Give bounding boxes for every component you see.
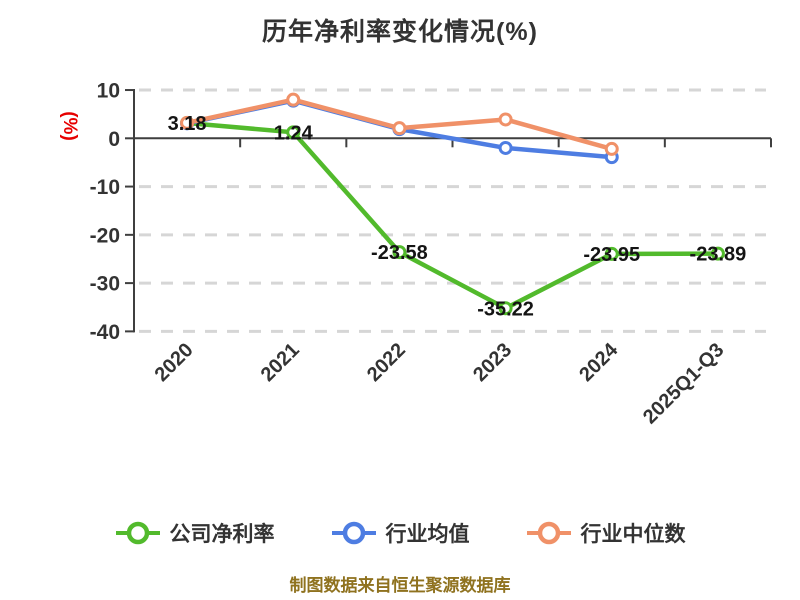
svg-text:2021: 2021 xyxy=(257,339,304,386)
svg-text:2025Q1-Q3: 2025Q1-Q3 xyxy=(639,339,728,428)
svg-text:2020: 2020 xyxy=(151,339,198,386)
svg-text:-35.22: -35.22 xyxy=(477,298,534,320)
legend-label: 行业中位数 xyxy=(580,523,686,546)
svg-text:10: 10 xyxy=(97,80,120,103)
svg-text:1.24: 1.24 xyxy=(274,122,314,144)
svg-text:0: 0 xyxy=(108,128,120,151)
legend-item-industry-mean[interactable]: 行业均值 xyxy=(331,518,470,548)
svg-text:2024: 2024 xyxy=(575,338,623,386)
legend: 公司净利率 行业均值 行业中位数 xyxy=(0,518,800,548)
svg-text:2023: 2023 xyxy=(469,339,516,386)
line-marker-icon xyxy=(331,521,376,545)
legend-label: 行业均值 xyxy=(385,523,470,546)
legend-item-company-net-margin[interactable]: 公司净利率 xyxy=(115,518,275,548)
svg-text:2022: 2022 xyxy=(363,339,410,386)
svg-text:-20: -20 xyxy=(90,224,120,247)
line-marker-icon xyxy=(526,521,571,545)
line-marker-icon xyxy=(115,521,160,545)
svg-text:-40: -40 xyxy=(90,321,120,344)
svg-text:-30: -30 xyxy=(90,273,120,296)
svg-text:-23.89: -23.89 xyxy=(690,244,747,266)
svg-text:-23.58: -23.58 xyxy=(371,242,428,264)
chart-title: 历年净利率变化情况(%) xyxy=(262,18,538,46)
legend-item-industry-median[interactable]: 行业中位数 xyxy=(526,518,686,548)
data-source-note: 制图数据来自恒生聚源数据库 xyxy=(289,576,511,595)
svg-text:-10: -10 xyxy=(90,176,120,199)
legend-label: 公司净利率 xyxy=(169,523,275,546)
svg-text:3.18: 3.18 xyxy=(168,113,207,135)
svg-text:-23.95: -23.95 xyxy=(583,244,640,266)
